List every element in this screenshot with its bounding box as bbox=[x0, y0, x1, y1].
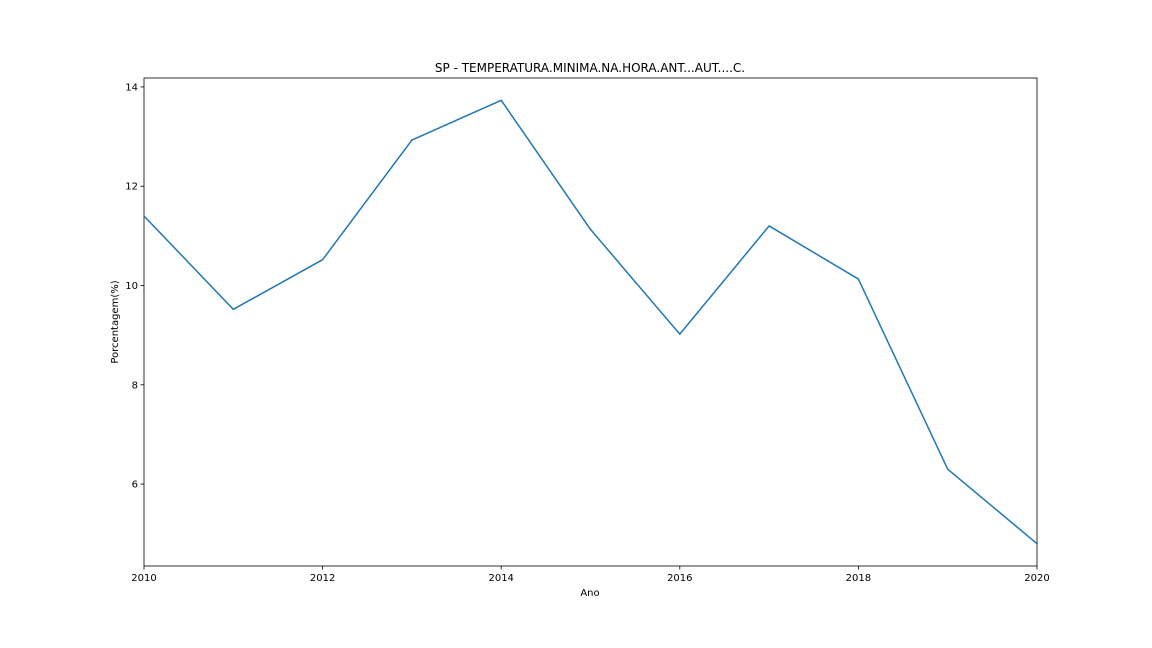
x-tick-label: 2012 bbox=[310, 573, 335, 584]
data-point bbox=[946, 468, 949, 470]
data-point bbox=[679, 333, 681, 335]
plot-area-frame bbox=[143, 77, 1038, 567]
y-tick-label: 12 bbox=[125, 182, 138, 193]
data-point bbox=[321, 258, 324, 261]
x-tick-label: 2020 bbox=[1024, 573, 1049, 584]
data-points bbox=[143, 99, 1038, 545]
x-tick-label: 2010 bbox=[131, 573, 156, 584]
series-line bbox=[142, 99, 1039, 545]
data-point bbox=[143, 215, 145, 217]
chart-title: SP - TEMPERATURA.MINIMA.NA.HORA.ANT...AU… bbox=[435, 61, 745, 75]
y-tick-label: 10 bbox=[125, 281, 138, 292]
data-point bbox=[1036, 542, 1038, 545]
data-point bbox=[768, 225, 770, 227]
y-tick-label: 14 bbox=[125, 82, 138, 93]
x-axis-label: Ano bbox=[580, 588, 599, 599]
data-point bbox=[500, 99, 502, 102]
data-point bbox=[857, 278, 860, 280]
y-axis-label: Porcentagem(%) bbox=[110, 280, 121, 363]
data-point bbox=[411, 139, 413, 141]
y-axis-ticks: 6 8 10 12 14 bbox=[125, 82, 144, 491]
data-point bbox=[589, 228, 592, 231]
x-tick-label: 2016 bbox=[667, 573, 692, 584]
x-tick-label: 2018 bbox=[846, 573, 871, 584]
x-tick-label: 2014 bbox=[488, 573, 513, 584]
data-point bbox=[232, 308, 235, 311]
y-tick-label: 8 bbox=[132, 380, 138, 391]
x-axis-ticks: 2010 2012 2014 2016 2018 2020 bbox=[131, 566, 1050, 584]
y-tick-label: 6 bbox=[132, 480, 138, 491]
